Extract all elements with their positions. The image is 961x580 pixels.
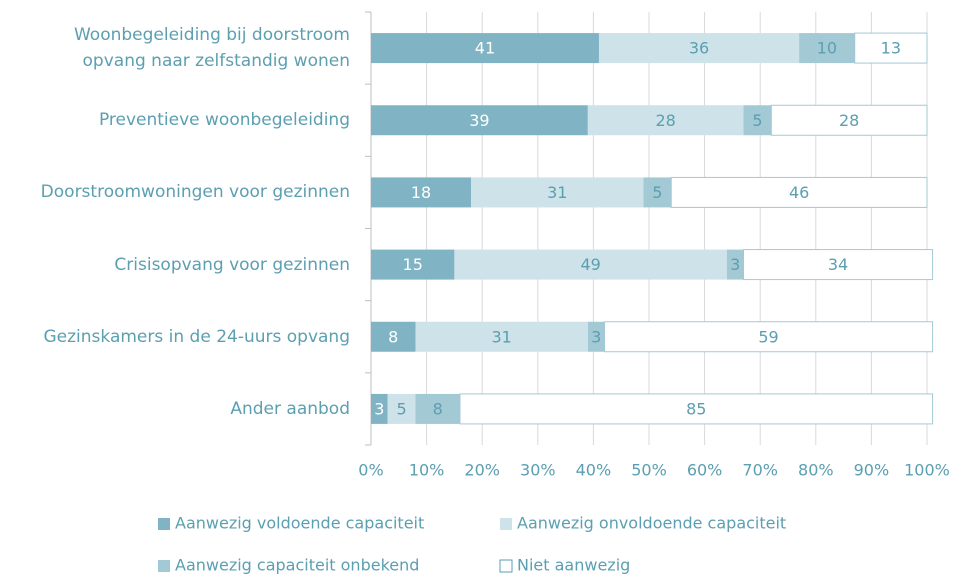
bar-segment <box>587 321 605 352</box>
legend-marker <box>158 560 170 572</box>
data-label: 3 <box>374 399 384 418</box>
data-label: 28 <box>656 111 676 130</box>
category-label: Ander aanbod <box>230 398 350 419</box>
legend-marker <box>158 518 170 530</box>
bar-segment <box>371 321 416 352</box>
legend-label: Aanwezig voldoende capaciteit <box>175 514 424 533</box>
data-label: 3 <box>730 255 740 274</box>
bar-segment <box>726 249 744 280</box>
data-label: 3 <box>591 327 601 346</box>
data-label: 31 <box>547 183 567 202</box>
x-tick-label: 10% <box>409 461 445 480</box>
x-tick-label: 0% <box>358 461 383 480</box>
category-label: Doorstroomwoningen voor gezinnen <box>40 182 350 203</box>
bar-segment <box>454 249 727 280</box>
data-label: 10 <box>817 39 837 58</box>
data-label: 28 <box>839 111 859 130</box>
bar-segment <box>598 33 800 64</box>
data-label: 36 <box>689 39 709 58</box>
legend-marker <box>499 559 513 573</box>
bar-segment <box>371 33 599 64</box>
data-label: 41 <box>475 39 495 58</box>
data-label: 5 <box>652 183 662 202</box>
data-label: 59 <box>758 327 778 346</box>
bar-segment <box>604 321 934 353</box>
legend-label: Niet aanwezig <box>517 556 630 575</box>
data-label: 49 <box>580 255 600 274</box>
bar-segment <box>743 105 772 136</box>
category-label: Preventieve woonbegeleiding <box>98 110 350 131</box>
bar-segment <box>371 105 588 136</box>
x-tick-label: 50% <box>631 461 667 480</box>
x-tick-label: 20% <box>464 461 500 480</box>
category-label: Woonbegeleiding bij doorstroom opvang na… <box>73 25 350 72</box>
x-tick-label: 80% <box>798 461 834 480</box>
x-tick-label: 100% <box>904 461 950 480</box>
data-label: 13 <box>881 39 901 58</box>
category-label: Crisisopvang voor gezinnen <box>114 254 350 275</box>
x-tick-label: 60% <box>687 461 723 480</box>
data-label: 46 <box>789 183 809 202</box>
data-label: 85 <box>686 399 706 418</box>
bar-segment <box>643 177 672 208</box>
legend-label: Aanwezig onvoldoende capaciteit <box>517 514 786 533</box>
bar-segment <box>743 249 934 281</box>
bar-segment <box>371 393 388 424</box>
bar-segment <box>471 177 644 208</box>
x-tick-label: 40% <box>576 461 612 480</box>
bar-segment <box>415 393 460 424</box>
data-label: 31 <box>491 327 511 346</box>
legend-label: Aanwezig capaciteit onbekend <box>175 556 419 575</box>
bar-segment <box>587 105 744 136</box>
data-label: 5 <box>752 111 762 130</box>
bar-segment <box>371 177 472 208</box>
data-label: 8 <box>388 327 398 346</box>
bar-segment <box>459 393 934 425</box>
x-tick-label: 30% <box>520 461 556 480</box>
bar-segment <box>854 32 928 64</box>
bar-segment <box>415 321 588 352</box>
data-label: 18 <box>411 183 431 202</box>
category-label: Gezinskamers in de 24-uurs opvang <box>43 326 351 347</box>
legend-marker <box>500 518 512 530</box>
data-label: 39 <box>469 111 489 130</box>
x-tick-label: 70% <box>742 461 778 480</box>
bar-segment <box>799 33 855 64</box>
data-label: 5 <box>396 399 406 418</box>
bar-segment <box>371 249 455 280</box>
data-label: 15 <box>403 255 423 274</box>
x-tick-label: 90% <box>854 461 890 480</box>
bar-segment <box>387 393 416 424</box>
bar-segment <box>670 176 928 208</box>
data-label: 8 <box>433 399 443 418</box>
data-label: 34 <box>828 255 848 274</box>
bar-segment <box>770 104 928 136</box>
